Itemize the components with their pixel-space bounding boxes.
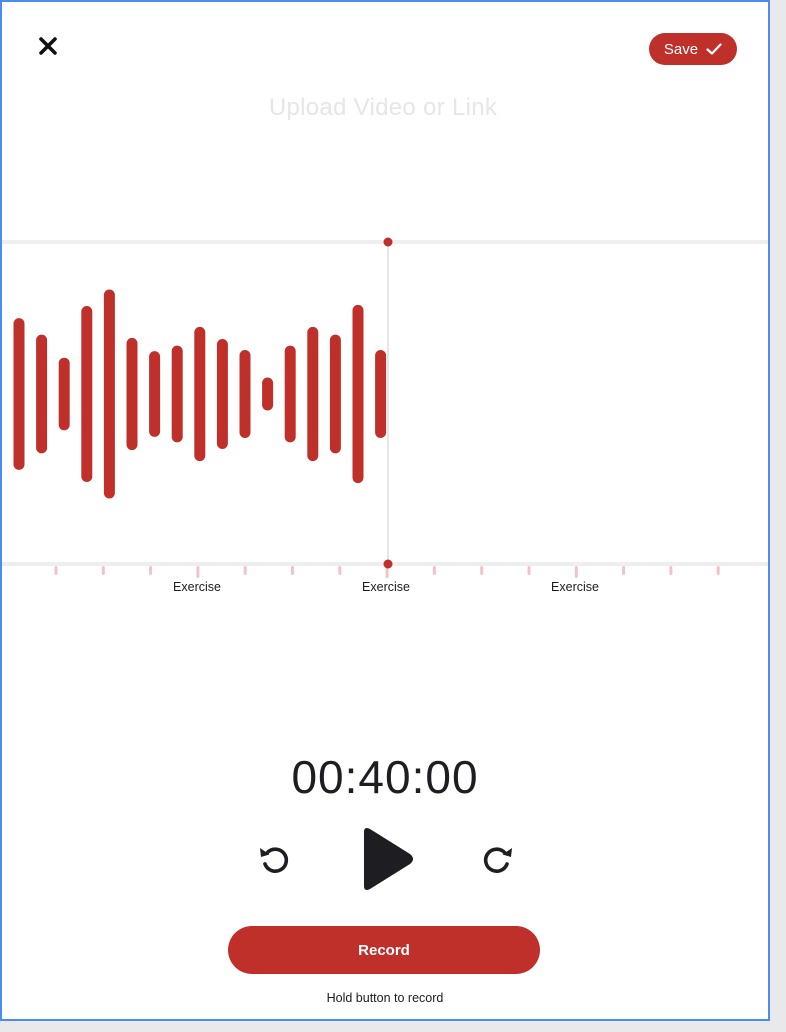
rewind-button[interactable] — [256, 840, 292, 876]
timeline-tick — [338, 566, 342, 575]
waveform-bar — [375, 350, 387, 438]
waveform-bar — [81, 306, 93, 482]
elapsed-time: 00:40:00 — [291, 751, 479, 803]
play-icon — [364, 828, 413, 890]
marker-label: Exercise — [551, 580, 599, 594]
waveform-bar — [284, 345, 296, 443]
waveform-bar — [239, 350, 251, 438]
waveform-canvas — [2, 237, 768, 578]
timeline-tick — [101, 566, 105, 575]
forward-icon — [483, 847, 512, 873]
timeline-tick — [622, 566, 626, 575]
waveform-bar — [171, 345, 183, 443]
waveform-bar — [329, 334, 341, 454]
save-button[interactable]: Save — [649, 33, 737, 65]
waveform-track[interactable]: Exercise Exercise Exercise — [2, 236, 768, 616]
forward-button[interactable] — [480, 840, 516, 876]
timeline-tick — [385, 566, 389, 578]
close-icon — [39, 37, 57, 55]
waveform-bar — [216, 339, 228, 449]
recorder-panel: Save Upload Video or Link Exercise Exerc… — [0, 0, 770, 1021]
waveform-bar — [262, 377, 274, 411]
rewind-icon — [260, 847, 289, 873]
save-label: Save — [663, 40, 699, 58]
close-button[interactable] — [34, 32, 62, 60]
waveform-bar — [126, 337, 138, 451]
play-button[interactable] — [356, 824, 418, 894]
waveform-bar — [13, 318, 25, 470]
timeline-tick — [527, 566, 531, 575]
timeline-tick — [716, 566, 720, 575]
timeline-tick — [432, 566, 436, 575]
waveform-bar — [103, 289, 115, 499]
timeline-tick — [291, 566, 294, 575]
timeline-tick — [54, 566, 58, 575]
timeline-tick — [669, 566, 673, 575]
waveform-bar — [149, 351, 161, 437]
record-hint: Hold button to record — [326, 991, 444, 1005]
waveform-bar — [352, 304, 364, 484]
waveform-bar — [307, 326, 319, 462]
waveform-bar — [194, 326, 206, 462]
timeline-tick — [480, 566, 484, 575]
waveform-bar — [58, 357, 70, 431]
marker-label: Exercise — [173, 580, 221, 594]
marker-label: Exercise — [362, 580, 410, 594]
checkmark-icon — [706, 43, 722, 55]
timeline-tick — [574, 566, 578, 578]
playhead-top-dot — [383, 237, 393, 247]
upload-video-link[interactable]: Upload Video or Link — [268, 94, 498, 121]
playhead-bottom-dot — [383, 559, 393, 569]
waveform-bar — [36, 334, 48, 454]
timeline-tick — [196, 566, 200, 578]
timeline-tick — [149, 566, 153, 575]
record-button[interactable]: Record — [228, 926, 540, 974]
timeline-tick — [243, 566, 247, 575]
playhead-line — [387, 242, 389, 564]
